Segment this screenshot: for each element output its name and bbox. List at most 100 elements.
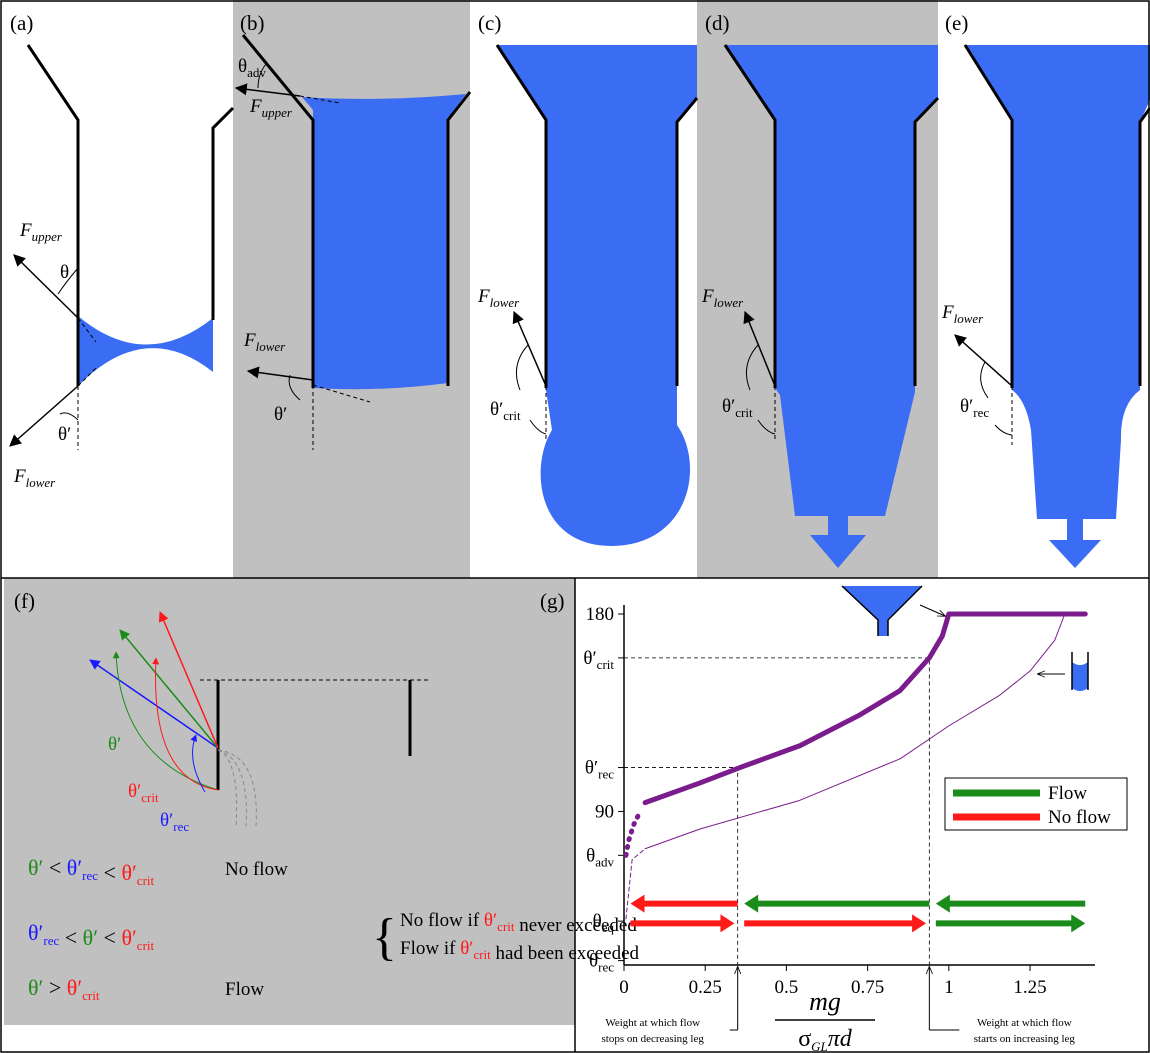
force-arrow [514,312,546,386]
text-part: θ′ [67,975,82,1000]
label-sub: lower [26,475,57,490]
label-rest: πd [828,1026,853,1052]
legend-label: Flow [1048,783,1087,804]
label-main: θ′ [722,396,735,417]
label-main: θ [586,845,595,866]
annotation: starts on increasing leg [974,1033,1076,1045]
angle-arc [58,268,78,420]
label-main: θ [589,951,598,972]
pointer [920,605,945,616]
text-part: < [43,855,66,880]
text-part: had been exceeded [491,943,640,964]
panel-e: (e) Flower θ′rec [941,11,1150,568]
label-sub: adv [595,854,614,869]
force-label: Flower [477,286,520,310]
label-sub: lower [954,311,985,326]
panel-a: (a) Fupper θ θ′ Flower [10,11,233,490]
guide-line [624,768,738,965]
label-sub: crit [735,405,753,420]
flow-arrowhead [1071,914,1085,932]
label-sub: upper [262,105,293,120]
text-part: No flow [225,859,288,880]
label-sub: crit [597,657,615,672]
liquid [497,45,697,546]
angle-label: θ′ [108,734,121,755]
text-part: Flow [225,979,264,1000]
outcome: Flow [225,979,264,1000]
label-sub: lower [714,295,745,310]
angle-label: θ′ [274,404,287,425]
label-main: F [249,96,262,117]
panel-label: (e) [945,11,968,35]
liquid [965,45,1150,568]
text-part: Flow if [400,938,460,959]
text-sub: crit [497,919,515,934]
label-main: F [19,220,32,241]
text-part: > [43,975,66,1000]
angle-label: θ [60,262,69,283]
label-main: θ′ [960,396,973,417]
x-tick-label: 0.75 [851,977,884,998]
label-main: F [941,302,954,323]
y-tick-label: 90 [595,801,614,822]
x-tick-label: 0.25 [689,977,722,998]
label-sub: crit [141,790,159,805]
text-sub: crit [137,938,155,953]
legend-label: No flow [1048,807,1111,828]
text-part: θ′ [83,925,98,950]
text-sub: crit [137,873,155,888]
label-main: θ′ [583,648,596,669]
panel-label: (c) [478,11,501,35]
text-sub: rec [82,868,98,883]
liquid [302,94,466,389]
text-part: θ′ [28,920,43,945]
y-tick-label: θ′rec [585,758,614,782]
angle-label: θ′ [58,424,71,445]
label-main: F [243,330,256,351]
panel-label: (b) [240,11,265,35]
label-sub: eq [602,920,615,935]
panel-label: (f) [14,589,35,613]
flow-arrowhead [720,914,734,932]
guide-line [624,658,929,965]
label-main: θ′ [128,781,141,802]
text-part: never exceeded [515,915,638,936]
force-label: Flower [941,302,984,326]
curve [645,614,1085,803]
x-tick-label: 0.5 [775,977,799,998]
label-main: θ [238,56,247,77]
label-sub: rec [598,960,614,975]
text-part: θ′ [28,975,43,1000]
label-main: θ′ [490,399,503,420]
label-sub: rec [173,819,189,834]
text-part: θ′ [121,925,136,950]
x-label-numerator: mg [809,987,841,1016]
panel-label: (g) [540,589,565,613]
panel-c: (c) Flower θ′crit [477,11,697,546]
text-part: < [98,860,121,885]
text-sub: crit [82,988,100,1003]
label-main: F [13,466,26,487]
label-main: σ [798,1026,811,1052]
text-part: θ′ [460,938,473,959]
label-sub: crit [503,408,521,423]
text-part: θ′ [121,860,136,885]
outcome: No flow [225,859,288,880]
label-main: θ′ [160,810,173,831]
y-tick-label: 180 [586,604,615,625]
force-label: Flower [13,466,56,490]
curve [626,811,640,855]
label-sub: upper [32,229,63,244]
text-part: θ′ [28,855,43,880]
x-tick-label: 0 [619,977,629,998]
x-tick-label: 1 [944,977,954,998]
force-label: Fupper [19,220,63,244]
text-part: < [98,925,121,950]
flow-arrowhead [630,895,644,913]
label-sub: GL [811,1039,828,1053]
flow-arrowhead [912,914,926,932]
x-tick-label: 1.25 [1013,977,1046,998]
text-sub: rec [43,933,59,948]
text-part: < [59,925,82,950]
